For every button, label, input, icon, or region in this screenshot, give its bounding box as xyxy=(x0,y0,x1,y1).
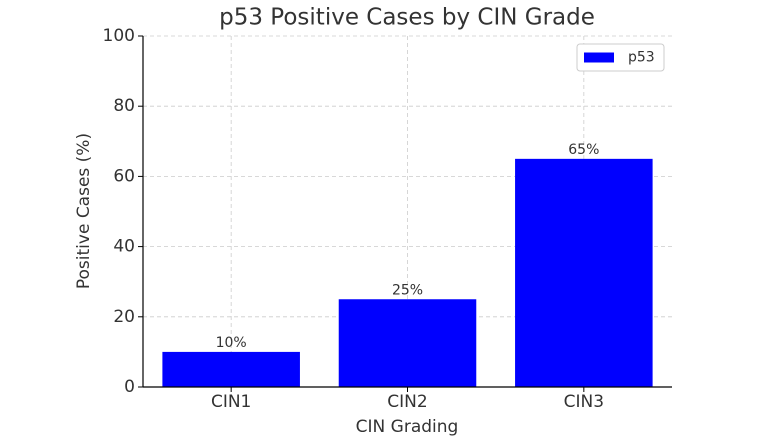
value-label: 10% xyxy=(216,335,247,351)
y-tick-label: 60 xyxy=(113,166,135,186)
x-axis-label: CIN Grading xyxy=(356,417,459,437)
legend-box xyxy=(576,43,665,72)
x-tick-label: CIN1 xyxy=(211,392,251,412)
y-tick-label: 0 xyxy=(124,377,135,397)
chart-title: p53 Positive Cases by CIN Grade xyxy=(219,5,595,31)
legend-label: p53 xyxy=(628,50,655,66)
x-tick-label: CIN3 xyxy=(564,392,604,412)
y-tick-label: 80 xyxy=(113,96,135,116)
y-axis-label: Positive Cases (%) xyxy=(74,133,94,289)
value-label: 65% xyxy=(568,142,599,158)
x-tick-label: CIN2 xyxy=(387,392,427,412)
bar xyxy=(515,158,653,387)
bar xyxy=(162,351,300,387)
y-tick-label: 20 xyxy=(113,307,135,327)
value-label: 25% xyxy=(392,282,423,298)
bar xyxy=(338,299,477,387)
y-tick-label: 40 xyxy=(113,237,135,257)
y-tick-label: 100 xyxy=(103,26,135,46)
legend-swatch xyxy=(584,52,614,63)
